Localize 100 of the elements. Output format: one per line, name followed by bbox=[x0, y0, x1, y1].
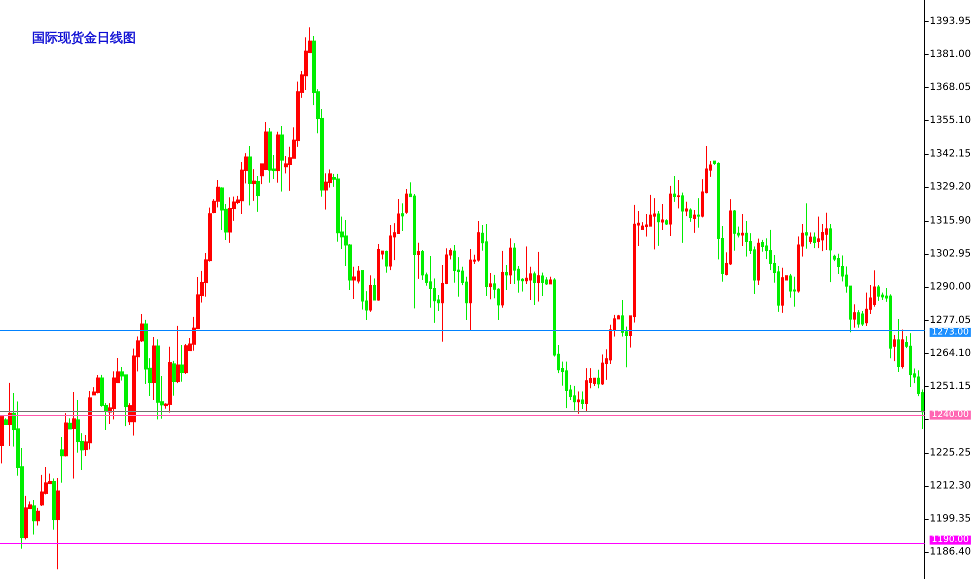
candlestick bbox=[877, 284, 880, 302]
candlestick bbox=[156, 338, 160, 420]
candlestick bbox=[673, 175, 676, 202]
candlestick bbox=[565, 361, 568, 409]
candlestick bbox=[857, 310, 860, 328]
candlestick bbox=[893, 334, 896, 362]
candlestick bbox=[256, 175, 260, 212]
y-tick-label: 1302.95 bbox=[930, 248, 972, 260]
candlestick bbox=[72, 392, 76, 479]
candlestick bbox=[909, 332, 912, 388]
candlestick bbox=[549, 276, 552, 284]
candlestick bbox=[685, 201, 688, 217]
candlestick bbox=[693, 209, 696, 234]
candlestick bbox=[280, 126, 284, 192]
candlestick bbox=[489, 272, 492, 300]
candlestick bbox=[168, 346, 172, 414]
candlestick bbox=[8, 382, 12, 447]
candlestick bbox=[68, 418, 72, 430]
candlestick bbox=[96, 374, 100, 394]
y-tick-label: 1393.95 bbox=[930, 16, 972, 27]
y-tick-label: 1186.40 bbox=[930, 546, 972, 558]
candlestick bbox=[669, 185, 672, 237]
candlestick bbox=[677, 180, 680, 209]
candlestick bbox=[377, 243, 380, 302]
candlestick bbox=[901, 329, 904, 370]
candlestick bbox=[60, 436, 64, 484]
candlestick bbox=[665, 218, 668, 226]
ref-line-label: 1190.00 bbox=[932, 535, 970, 546]
candlestick bbox=[64, 412, 68, 457]
y-tick-label: 1381.00 bbox=[930, 48, 972, 60]
candlestick bbox=[373, 278, 376, 300]
candlestick bbox=[573, 385, 576, 411]
candlestick bbox=[36, 507, 40, 526]
candlestick bbox=[733, 209, 736, 252]
candlestick bbox=[741, 214, 744, 247]
candlestick bbox=[352, 266, 356, 300]
candlestick bbox=[809, 232, 812, 244]
candlestick bbox=[172, 360, 176, 396]
candlestick bbox=[533, 271, 536, 306]
candlestick bbox=[817, 216, 820, 249]
candlestick bbox=[32, 499, 36, 535]
y-tick-label: 1225.25 bbox=[930, 447, 972, 458]
candlestick bbox=[152, 336, 156, 400]
candlestick bbox=[485, 224, 488, 296]
y-tick-label: 1290.00 bbox=[930, 282, 972, 293]
candlestick bbox=[417, 242, 420, 280]
candlestick bbox=[405, 188, 408, 214]
candlestick bbox=[897, 318, 900, 372]
candlestick bbox=[180, 344, 184, 382]
candlestick bbox=[268, 128, 272, 184]
ref-line-label: 1240.00 bbox=[932, 410, 970, 420]
y-tick-label: 1251.15 bbox=[930, 381, 972, 392]
candlestick bbox=[853, 304, 856, 328]
candlestick bbox=[577, 391, 580, 414]
y-tick-label: 1315.90 bbox=[930, 215, 972, 226]
candlestick bbox=[541, 272, 544, 296]
candlestick bbox=[805, 202, 808, 250]
candlestick bbox=[0, 416, 4, 464]
ref-line-label: 1273.00 bbox=[932, 327, 970, 338]
candlestick bbox=[389, 224, 392, 271]
candlestick bbox=[56, 477, 60, 570]
candlestick bbox=[24, 495, 28, 540]
candlestick bbox=[228, 196, 232, 244]
y-tick-label: 1329.20 bbox=[930, 181, 972, 192]
candlestick bbox=[401, 202, 404, 232]
y-tick-label: 1264.10 bbox=[930, 348, 972, 359]
candlestick bbox=[469, 248, 472, 332]
candlestick bbox=[276, 131, 280, 184]
candlestick bbox=[509, 238, 512, 284]
y-tick-label: 1277.05 bbox=[930, 314, 972, 326]
candlestick bbox=[477, 220, 480, 262]
candlestick bbox=[601, 354, 604, 386]
candlestick bbox=[793, 276, 796, 308]
candlestick bbox=[581, 391, 584, 410]
candlestick bbox=[653, 198, 656, 250]
candlestick bbox=[537, 251, 540, 302]
candlestick bbox=[781, 267, 784, 314]
candlestick bbox=[681, 192, 684, 244]
candlestick bbox=[661, 204, 664, 230]
candlestick bbox=[829, 224, 832, 283]
y-tick-label: 1368.05 bbox=[930, 82, 972, 94]
candlestick bbox=[597, 369, 600, 389]
candlestick bbox=[825, 212, 828, 250]
candlestick bbox=[252, 168, 256, 202]
text: 国际现货金日线图 bbox=[32, 30, 136, 46]
candlestick bbox=[657, 210, 660, 246]
candlestick bbox=[248, 146, 252, 206]
candlestick bbox=[689, 208, 692, 222]
y-tick-label: 1342.15 bbox=[930, 148, 972, 160]
y-tick-label: 1199.35 bbox=[930, 514, 972, 525]
candlestick bbox=[813, 232, 816, 249]
candlestick bbox=[745, 220, 748, 258]
candlestick bbox=[505, 264, 508, 291]
y-tick-label: 1212.30 bbox=[930, 480, 972, 492]
candlestick bbox=[176, 325, 180, 384]
candlestick bbox=[585, 368, 588, 412]
candlestick bbox=[4, 418, 8, 426]
candlestick bbox=[757, 238, 760, 286]
candlestick bbox=[324, 172, 328, 210]
candlestick bbox=[52, 478, 56, 530]
